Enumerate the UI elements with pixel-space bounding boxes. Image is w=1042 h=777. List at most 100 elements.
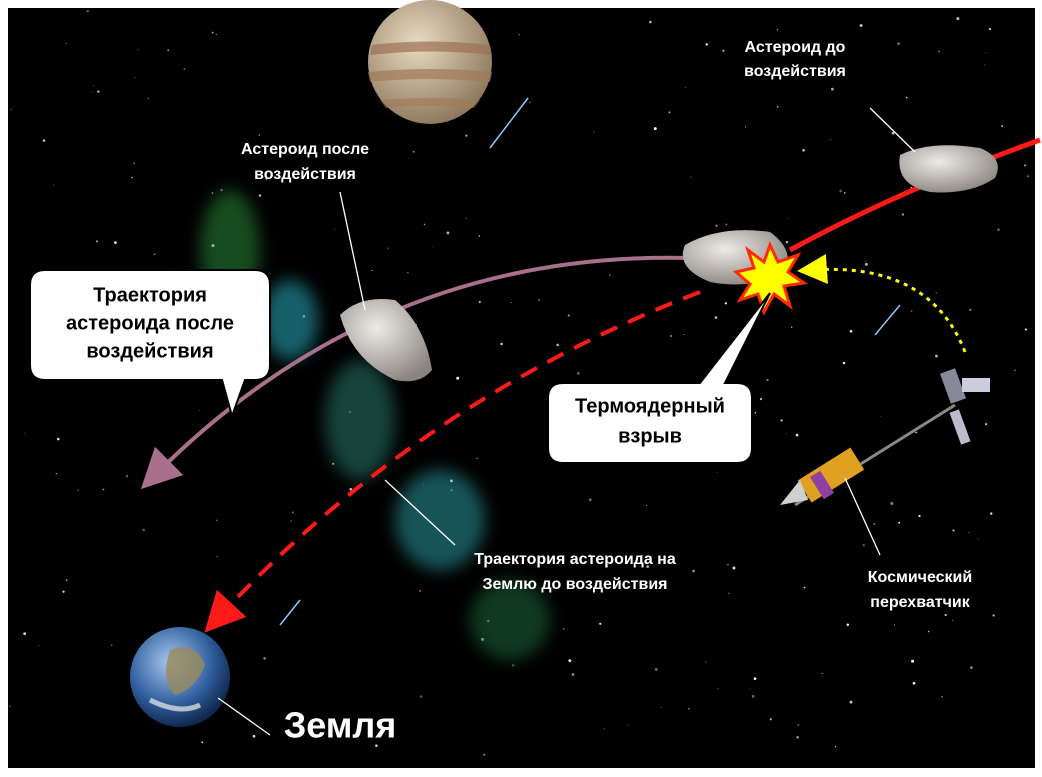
star — [865, 263, 868, 266]
star — [1024, 164, 1026, 166]
star — [863, 544, 866, 547]
star — [754, 677, 757, 680]
star — [568, 315, 570, 317]
star — [718, 688, 719, 689]
star — [860, 24, 863, 27]
star — [970, 666, 973, 669]
star — [511, 302, 512, 303]
jupiter — [368, 0, 492, 124]
star — [334, 229, 335, 230]
star — [424, 224, 426, 226]
label: Астероид до — [745, 39, 846, 56]
star — [66, 579, 68, 581]
star — [420, 695, 423, 698]
star — [990, 512, 992, 514]
star — [131, 177, 133, 179]
star — [915, 432, 916, 433]
star — [873, 523, 875, 525]
star — [9, 705, 10, 706]
star — [865, 261, 866, 262]
star — [609, 274, 611, 276]
star — [745, 126, 746, 127]
label: воздействия — [744, 63, 846, 80]
star — [985, 423, 987, 425]
star — [199, 410, 200, 411]
star — [802, 149, 805, 152]
star — [894, 624, 895, 625]
star — [133, 163, 135, 165]
star — [760, 398, 762, 400]
star — [290, 520, 292, 522]
star — [500, 343, 502, 345]
star — [935, 355, 938, 358]
label: воздействия — [254, 166, 356, 183]
star — [477, 458, 478, 459]
star — [796, 434, 799, 437]
label: Астероид после — [241, 141, 369, 158]
star — [134, 77, 135, 78]
star — [1001, 125, 1003, 127]
star — [220, 189, 223, 192]
star — [690, 177, 691, 178]
star — [413, 151, 415, 153]
star — [529, 102, 530, 103]
star — [688, 708, 690, 710]
star — [1027, 175, 1029, 177]
star — [830, 139, 831, 140]
star — [519, 34, 520, 35]
callout-text: Термоядерный — [575, 395, 725, 417]
star — [465, 134, 467, 136]
star — [53, 185, 54, 186]
star — [563, 628, 565, 630]
star — [786, 241, 788, 243]
star — [984, 64, 985, 65]
star — [77, 489, 79, 491]
star — [847, 623, 849, 625]
star — [978, 538, 979, 539]
star — [938, 51, 940, 53]
star — [985, 52, 986, 53]
star — [43, 139, 45, 141]
star — [216, 520, 217, 521]
star — [786, 433, 787, 434]
star — [952, 529, 954, 531]
star — [148, 98, 150, 100]
star — [92, 91, 93, 92]
star — [911, 660, 914, 663]
star — [57, 438, 60, 441]
star — [38, 645, 39, 646]
star — [259, 194, 261, 196]
star — [292, 512, 293, 513]
callout-text: Траектория — [93, 284, 207, 306]
star — [728, 593, 729, 594]
label: перехватчик — [870, 594, 970, 611]
star — [62, 591, 64, 593]
star — [259, 134, 261, 136]
star — [577, 372, 580, 375]
star — [766, 379, 768, 381]
star — [387, 248, 389, 250]
star — [881, 416, 882, 417]
star — [655, 668, 658, 671]
star — [898, 522, 900, 524]
star — [184, 68, 185, 69]
star — [263, 657, 266, 660]
star — [831, 88, 834, 91]
star — [646, 505, 647, 506]
star — [945, 614, 947, 616]
star — [715, 225, 717, 227]
star — [935, 292, 937, 294]
star — [670, 335, 672, 337]
star — [844, 192, 846, 194]
star — [685, 87, 686, 88]
star — [1014, 370, 1015, 371]
star — [93, 85, 94, 86]
star — [419, 590, 421, 592]
star — [407, 272, 409, 274]
star — [969, 309, 971, 311]
star — [722, 50, 724, 52]
star — [727, 564, 729, 566]
star — [111, 645, 112, 646]
star — [791, 327, 792, 328]
earth-label: Земля — [284, 705, 397, 746]
